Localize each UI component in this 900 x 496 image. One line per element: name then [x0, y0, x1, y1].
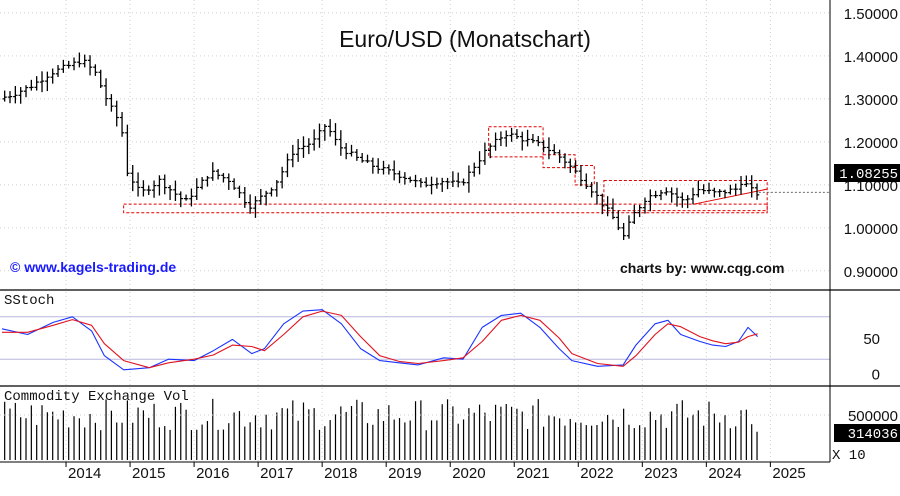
volume-last-box: 314036 — [834, 424, 900, 443]
year-label: 2018 — [324, 465, 357, 482]
stoch-tick-label: 0 — [872, 366, 880, 383]
stoch-series-line — [1, 309, 758, 371]
price-tick-label: 1.10000 — [844, 178, 898, 195]
volume-title: Commodity Exchange Vol — [4, 389, 189, 405]
year-label: 2020 — [452, 465, 485, 482]
annotation-box — [488, 126, 544, 158]
year-gridlines — [65, 0, 771, 462]
price-tick-label: 1.40000 — [844, 49, 898, 66]
volume-tick-label: 500000 — [848, 408, 898, 425]
chart-title: Euro/USD (Monatschart) — [339, 26, 591, 52]
volume-bars — [4, 398, 758, 460]
volume-multiplier: X 10 — [832, 448, 866, 464]
last-price-label: 1.08255 — [839, 167, 898, 183]
price-tick-label: 0.90000 — [844, 264, 898, 281]
year-label: 2019 — [388, 465, 421, 482]
stoch-title: SStoch — [4, 293, 54, 309]
price-tick-label: 1.50000 — [844, 6, 898, 23]
year-label: 2025 — [772, 465, 805, 482]
stoch-lines — [1, 309, 758, 371]
watermark-cqg: charts by: www.cqg.com — [620, 260, 784, 276]
annotation-box — [574, 164, 595, 186]
price-tick-label: 1.30000 — [844, 92, 898, 109]
year-label: 2021 — [516, 465, 549, 482]
price-bars — [2, 52, 760, 241]
year-label: 2017 — [260, 465, 293, 482]
price-axis-labels: 1.50000 1.40000 1.30000 1.20000 1.10000 1.000… — [844, 6, 898, 281]
time-axis-labels: 2014 2015 2016 2017 2018 2019 2020 2021 2022 2023… — [65, 462, 806, 482]
stoch-tick-label: 50 — [863, 331, 880, 348]
annotation-box — [603, 180, 768, 212]
year-label: 2015 — [132, 465, 165, 482]
year-label: 2016 — [196, 465, 229, 482]
watermark-kagels: © www.kagels-trading.de — [10, 259, 176, 275]
year-label: 2014 — [68, 465, 101, 482]
trend-line — [693, 188, 768, 205]
stoch-series-line — [2, 310, 758, 369]
last-price-box: 1.08255 — [834, 164, 900, 183]
price-tick-label: 1.20000 — [844, 135, 898, 152]
volume-last-label: 314036 — [848, 427, 898, 443]
stoch-axis-labels: 50 0 — [863, 331, 880, 383]
year-label: 2022 — [580, 465, 613, 482]
stoch-levels — [0, 316, 830, 360]
year-label: 2023 — [644, 465, 677, 482]
annotation-box — [123, 203, 768, 214]
volume-axis-labels: 500000 — [0, 408, 898, 425]
price-tick-label: 1.00000 — [844, 221, 898, 238]
year-label: 2024 — [708, 465, 741, 482]
